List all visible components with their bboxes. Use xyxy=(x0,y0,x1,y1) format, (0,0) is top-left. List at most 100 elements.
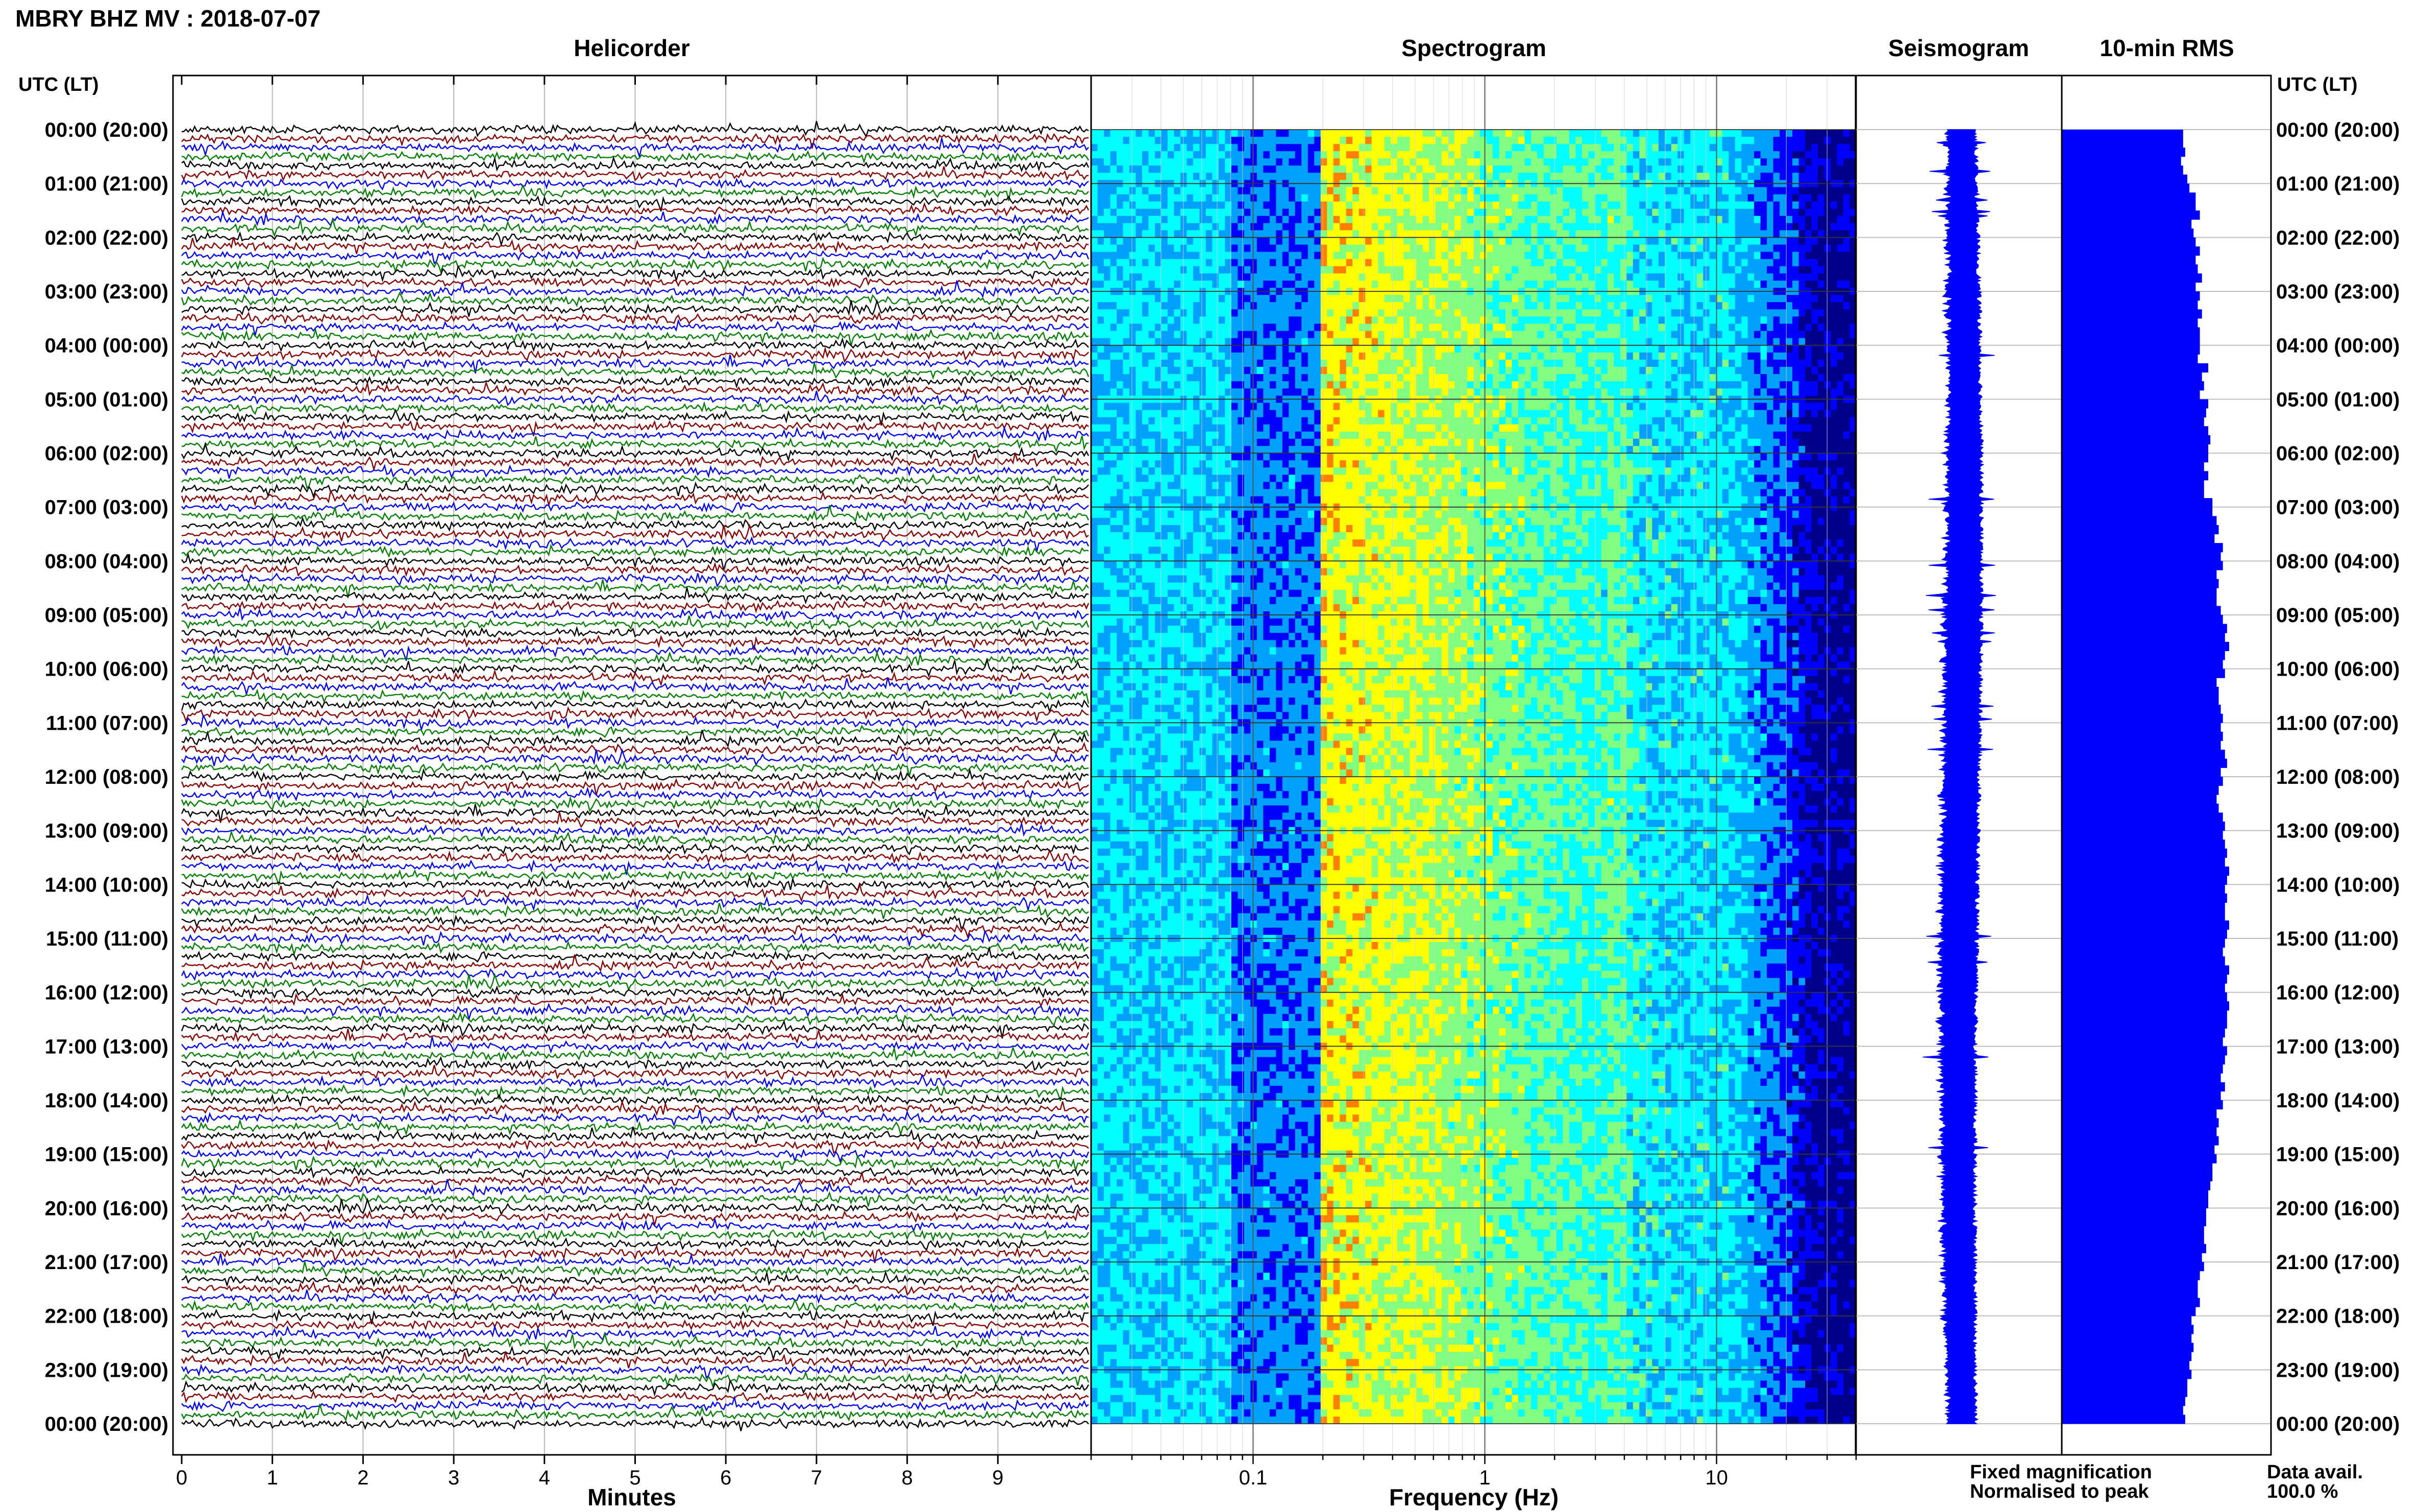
spectrogram-cell xyxy=(1142,316,1149,324)
spectrogram-cell xyxy=(1461,353,1468,360)
spectrogram-cell xyxy=(1129,266,1136,274)
spectrogram-cell xyxy=(1544,302,1550,310)
spectrogram-cell xyxy=(1442,266,1448,274)
spectrogram-cell xyxy=(1359,403,1366,410)
spectrogram-cell xyxy=(1436,403,1442,410)
spectrogram-cell xyxy=(1391,302,1397,310)
spectrogram-cell xyxy=(1633,302,1640,310)
spectrogram-cell xyxy=(1761,403,1767,410)
spectrogram-cell xyxy=(1334,151,1340,159)
spectrogram-cell xyxy=(1378,173,1385,181)
spectrogram-cell xyxy=(1340,316,1346,324)
spectrogram-cell xyxy=(1346,230,1353,238)
spectrogram-cell xyxy=(1199,216,1206,224)
spectrogram-cell xyxy=(1761,194,1767,202)
spectrogram-cell xyxy=(1639,374,1646,382)
spectrogram-cell xyxy=(1091,223,1098,231)
spectrogram-cell xyxy=(1397,259,1404,267)
spectrogram-cell xyxy=(1761,388,1767,396)
spectrogram-cell xyxy=(1557,302,1563,310)
spectrogram-cell xyxy=(1161,244,1168,252)
spectrogram-cell xyxy=(1812,381,1818,389)
spectrogram-cell xyxy=(1550,410,1557,418)
spectrogram-cell xyxy=(1308,316,1315,324)
spectrogram-cell xyxy=(1129,324,1136,331)
spectrogram-cell xyxy=(1805,230,1812,238)
spectrogram-cell xyxy=(1161,403,1168,410)
spectrogram-cell xyxy=(1773,223,1780,231)
spectrogram-cell xyxy=(1129,151,1136,159)
spectrogram-cell xyxy=(1193,374,1200,382)
spectrogram-cell xyxy=(1308,367,1315,375)
spectrogram-cell xyxy=(1684,353,1691,360)
spectrogram-cell xyxy=(1639,130,1646,137)
spectrogram-cell xyxy=(1250,194,1257,202)
spectrogram-cell xyxy=(1818,324,1824,331)
spectrogram-cell xyxy=(1091,388,1098,396)
spectrogram-cell xyxy=(1187,338,1193,346)
spectrogram-cell xyxy=(1620,259,1627,267)
spectrogram-cell xyxy=(1671,331,1678,339)
spectrogram-cell xyxy=(1608,223,1614,231)
spectrogram-cell xyxy=(1206,374,1213,382)
spectrogram-cell xyxy=(1588,360,1595,367)
spectrogram-cell xyxy=(1831,331,1837,339)
spectrogram-cell xyxy=(1575,194,1582,202)
spectrogram-cell xyxy=(1257,165,1264,173)
spectrogram-cell xyxy=(1467,281,1474,288)
spectrogram-cell xyxy=(1321,187,1327,195)
spectrogram-cell xyxy=(1454,259,1461,267)
spectrogram-cell xyxy=(1582,309,1589,317)
spectrogram-cell xyxy=(1231,388,1238,396)
spectrogram-cell xyxy=(1487,209,1493,216)
spectrogram-cell xyxy=(1378,338,1385,346)
spectrogram-cell xyxy=(1467,324,1474,331)
spectrogram-cell xyxy=(1684,202,1691,209)
spectrogram-cell xyxy=(1767,137,1773,144)
spectrogram-cell xyxy=(1582,230,1589,238)
spectrogram-cell xyxy=(1180,158,1187,166)
spectrogram-cell xyxy=(1117,374,1123,382)
spectrogram-cell xyxy=(1301,165,1308,173)
spectrogram-cell xyxy=(1321,331,1327,339)
spectrogram-cell xyxy=(1493,223,1499,231)
spectrogram-cell xyxy=(1199,187,1206,195)
spectrogram-cell xyxy=(1098,353,1104,360)
spectrogram-cell xyxy=(1397,381,1404,389)
spectrogram-cell xyxy=(1442,360,1448,367)
spectrogram-cell xyxy=(1244,202,1251,209)
spectrogram-cell xyxy=(1575,173,1582,181)
spectrogram-cell xyxy=(1563,374,1569,382)
spectrogram-cell xyxy=(1403,353,1410,360)
spectrogram-cell xyxy=(1206,194,1213,202)
spectrogram-cell xyxy=(1665,331,1671,339)
spectrogram-cell xyxy=(1301,230,1308,238)
spectrogram-cell xyxy=(1352,144,1359,152)
spectrogram-cell xyxy=(1212,360,1219,367)
spectrogram-cell xyxy=(1123,144,1130,152)
spectrogram-cell xyxy=(1199,237,1206,245)
spectrogram-cell xyxy=(1174,374,1180,382)
spectrogram-cell xyxy=(1136,367,1142,375)
spectrogram-cell xyxy=(1263,381,1270,389)
spectrogram-cell xyxy=(1799,374,1806,382)
spectrogram-cell xyxy=(1301,216,1308,224)
spectrogram-cell xyxy=(1703,130,1710,137)
spectrogram-cell xyxy=(1276,259,1282,267)
spectrogram-cell xyxy=(1786,309,1793,317)
spectrogram-cell xyxy=(1142,388,1149,396)
spectrogram-cell xyxy=(1512,331,1518,339)
spectrogram-cell xyxy=(1569,237,1576,245)
spectrogram-cell xyxy=(1231,237,1238,245)
spectrogram-cell xyxy=(1263,194,1270,202)
spectrogram-cell xyxy=(1403,144,1410,152)
spectrogram-cell xyxy=(1148,187,1155,195)
spectrogram-cell xyxy=(1780,309,1786,317)
spectrogram-cell xyxy=(1588,209,1595,216)
spectrogram-cell xyxy=(1391,194,1397,202)
spectrogram-cell xyxy=(1385,324,1391,331)
spectrogram-cell xyxy=(1614,173,1620,181)
spectrogram-cell xyxy=(1614,324,1620,331)
spectrogram-cell xyxy=(1308,209,1315,216)
spectrogram-cell xyxy=(1436,216,1442,224)
